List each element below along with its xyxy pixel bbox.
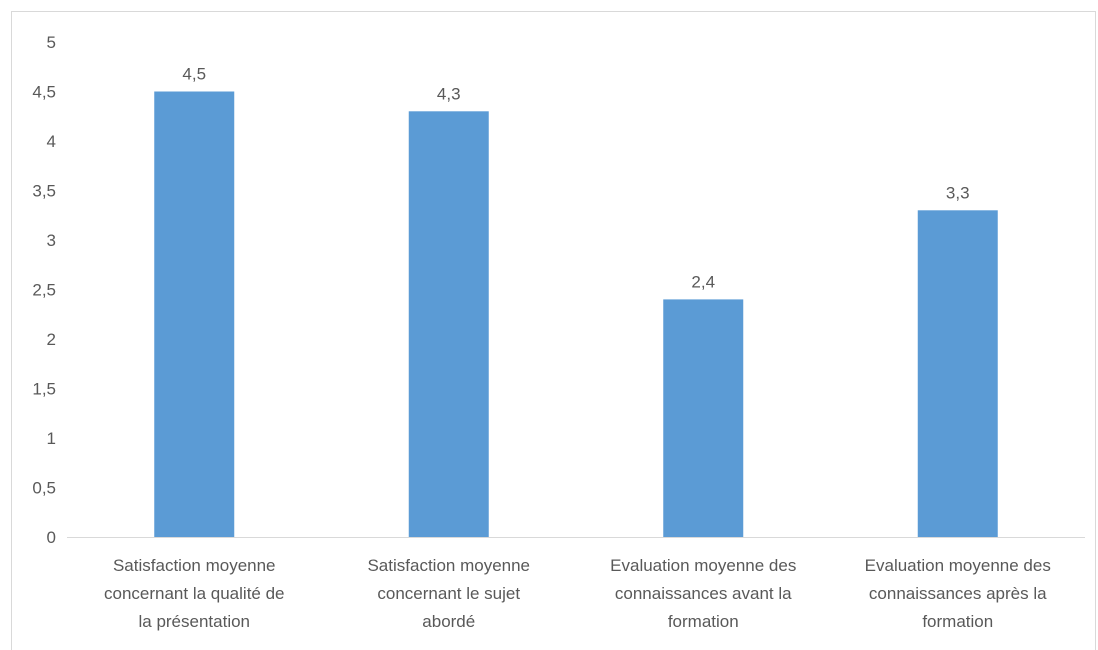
y-axis-ticks: 0 0,5 1 1,5 2 2,5 3 3,5 4 4,5 5: [32, 33, 56, 547]
category-label-line: Satisfaction moyenne: [113, 556, 276, 575]
category-label-line: abordé: [422, 612, 475, 631]
data-label: 2,4: [691, 272, 715, 291]
y-tick-label: 4: [47, 132, 56, 151]
category-label-line: connaissances avant la: [615, 584, 792, 603]
bars-group: [154, 91, 998, 538]
category-label: Satisfaction moyenne concernant la qualit…: [104, 556, 285, 631]
category-label-line: Evaluation moyenne des: [610, 556, 796, 575]
y-tick-label: 0: [47, 528, 56, 547]
y-tick-label: 5: [47, 33, 56, 52]
category-label-line: formation: [668, 612, 739, 631]
bar: [663, 299, 744, 537]
category-label-line: connaissances après la: [869, 584, 1047, 603]
y-tick-label: 3,5: [32, 182, 56, 201]
category-label-line: la présentation: [138, 612, 250, 631]
category-label-line: concernant la qualité de: [104, 584, 285, 603]
category-label-line: concernant le sujet: [377, 584, 520, 603]
data-label: 4,5: [182, 65, 206, 84]
y-tick-label: 2,5: [32, 281, 56, 300]
data-label: 4,3: [437, 84, 461, 103]
bar: [154, 91, 235, 537]
category-label-line: Satisfaction moyenne: [367, 556, 530, 575]
category-label-line: Evaluation moyenne des: [865, 556, 1051, 575]
category-label-line: formation: [922, 612, 993, 631]
y-tick-label: 3: [47, 231, 56, 250]
y-tick-label: 1: [47, 429, 56, 448]
y-tick-label: 0,5: [32, 479, 56, 498]
data-labels-group: 4,5 4,3 2,4 3,3: [182, 65, 969, 292]
y-tick-label: 4,5: [32, 83, 56, 102]
y-tick-label: 1,5: [32, 380, 56, 399]
bar: [408, 111, 489, 538]
category-label: Evaluation moyenne des connaissances aprè…: [865, 556, 1051, 631]
y-tick-label: 2: [47, 330, 56, 349]
category-label: Satisfaction moyenne concernant le sujet a…: [367, 556, 530, 631]
data-label: 3,3: [946, 183, 970, 202]
category-label: Evaluation moyenne des connaissances avan…: [610, 556, 796, 631]
category-labels-group: Satisfaction moyenne concernant la qualit…: [104, 556, 1051, 631]
bar: [917, 210, 998, 538]
